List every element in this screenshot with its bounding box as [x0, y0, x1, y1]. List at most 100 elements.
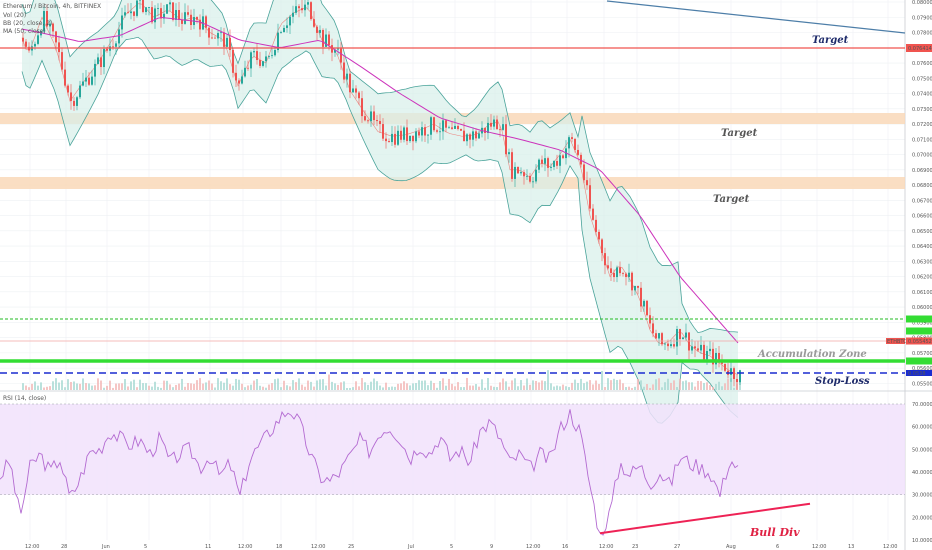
volume-bar — [25, 385, 27, 390]
volume-bar — [388, 387, 390, 390]
candle-body — [121, 15, 123, 30]
candle-body — [664, 343, 666, 345]
volume-bar — [196, 380, 198, 390]
volume-bar — [94, 385, 96, 390]
volume-bar — [22, 383, 24, 390]
volume-bar — [448, 378, 450, 390]
volume-bar — [415, 383, 417, 390]
candle-body — [118, 29, 120, 44]
volume-bar — [250, 384, 252, 390]
volume-bar — [724, 383, 726, 390]
volume-bar — [511, 380, 513, 390]
volume-bar — [178, 383, 180, 390]
volume-bar — [565, 386, 567, 390]
volume-bar — [439, 380, 441, 390]
candle-body — [694, 346, 696, 349]
volume-bar — [604, 387, 606, 390]
candle-body — [583, 164, 585, 181]
time-tick-label: 12:00 — [526, 544, 540, 550]
candle-body — [199, 19, 201, 30]
resistance-zone-lower — [0, 177, 905, 189]
candle-body — [379, 121, 381, 125]
time-tick-label: 9 — [490, 544, 493, 550]
volume-bar — [541, 380, 543, 390]
candle-body — [601, 239, 603, 254]
volume-bar — [649, 387, 651, 390]
volume-bar — [319, 379, 321, 390]
volume-bar — [46, 386, 48, 390]
volume-bar — [166, 380, 168, 390]
volume-bar — [322, 379, 324, 390]
candle-body — [25, 41, 27, 47]
rsi-tick-label: 50.0000 — [912, 447, 932, 453]
candle-body — [502, 124, 504, 130]
volume-bar — [187, 383, 189, 390]
candle-body — [535, 169, 537, 182]
candle-body — [448, 127, 450, 129]
volume-bar — [271, 383, 273, 390]
candle-body — [319, 29, 321, 33]
volume-bar — [484, 387, 486, 390]
volume-bar — [535, 380, 537, 390]
volume-bar — [556, 385, 558, 390]
candle-body — [427, 134, 429, 136]
volume-bar — [532, 380, 534, 390]
volume-bar — [97, 378, 99, 390]
candle-body — [397, 130, 399, 145]
volume-bar — [232, 385, 234, 390]
time-tick-label: 16 — [562, 544, 568, 550]
volume-bar — [349, 387, 351, 390]
volume-bar — [31, 383, 33, 390]
rsi-tick-label: 20.0000 — [912, 515, 932, 521]
volume-bar — [226, 378, 228, 390]
candle-body — [532, 181, 534, 183]
candle-body — [115, 43, 117, 47]
candle-body — [367, 120, 369, 122]
candle-body — [151, 7, 153, 23]
candle-body — [652, 323, 654, 334]
volume-bar — [184, 386, 186, 390]
candle-body — [412, 135, 414, 142]
time-tick-label: 12:00 — [25, 544, 39, 550]
candle-body — [610, 268, 612, 273]
candle-body — [130, 11, 132, 14]
volume-bar — [682, 381, 684, 390]
volume-bar — [247, 385, 249, 390]
candle-body — [337, 48, 339, 50]
candle-body — [556, 160, 558, 166]
volume-bar — [43, 387, 45, 390]
candle-body — [334, 49, 336, 53]
time-tick-label: 5 — [144, 544, 147, 550]
volume-bar — [559, 386, 561, 390]
candle-body — [97, 57, 99, 64]
volume-bar — [52, 381, 54, 390]
candle-body — [676, 329, 678, 347]
candle-body — [688, 332, 690, 351]
bb-lower — [21, 36, 739, 424]
candle-body — [253, 51, 255, 53]
candle-body — [280, 32, 282, 33]
volume-bar — [646, 384, 648, 390]
volume-bar — [505, 381, 507, 390]
candle-body — [298, 6, 300, 9]
volume-bar — [664, 382, 666, 390]
volume-bar — [283, 380, 285, 390]
ma-line — [21, 16, 739, 344]
candle-body — [682, 337, 684, 340]
candle-body — [616, 267, 618, 278]
candle-body — [139, 0, 141, 1]
candle-body — [574, 138, 576, 150]
volume-bar — [583, 383, 585, 390]
candle-body — [61, 52, 63, 70]
volume-bar — [295, 382, 297, 390]
candle-body — [166, 4, 168, 14]
volume-bar — [157, 386, 159, 390]
volume-bar — [118, 383, 120, 390]
candle-body — [301, 8, 303, 11]
